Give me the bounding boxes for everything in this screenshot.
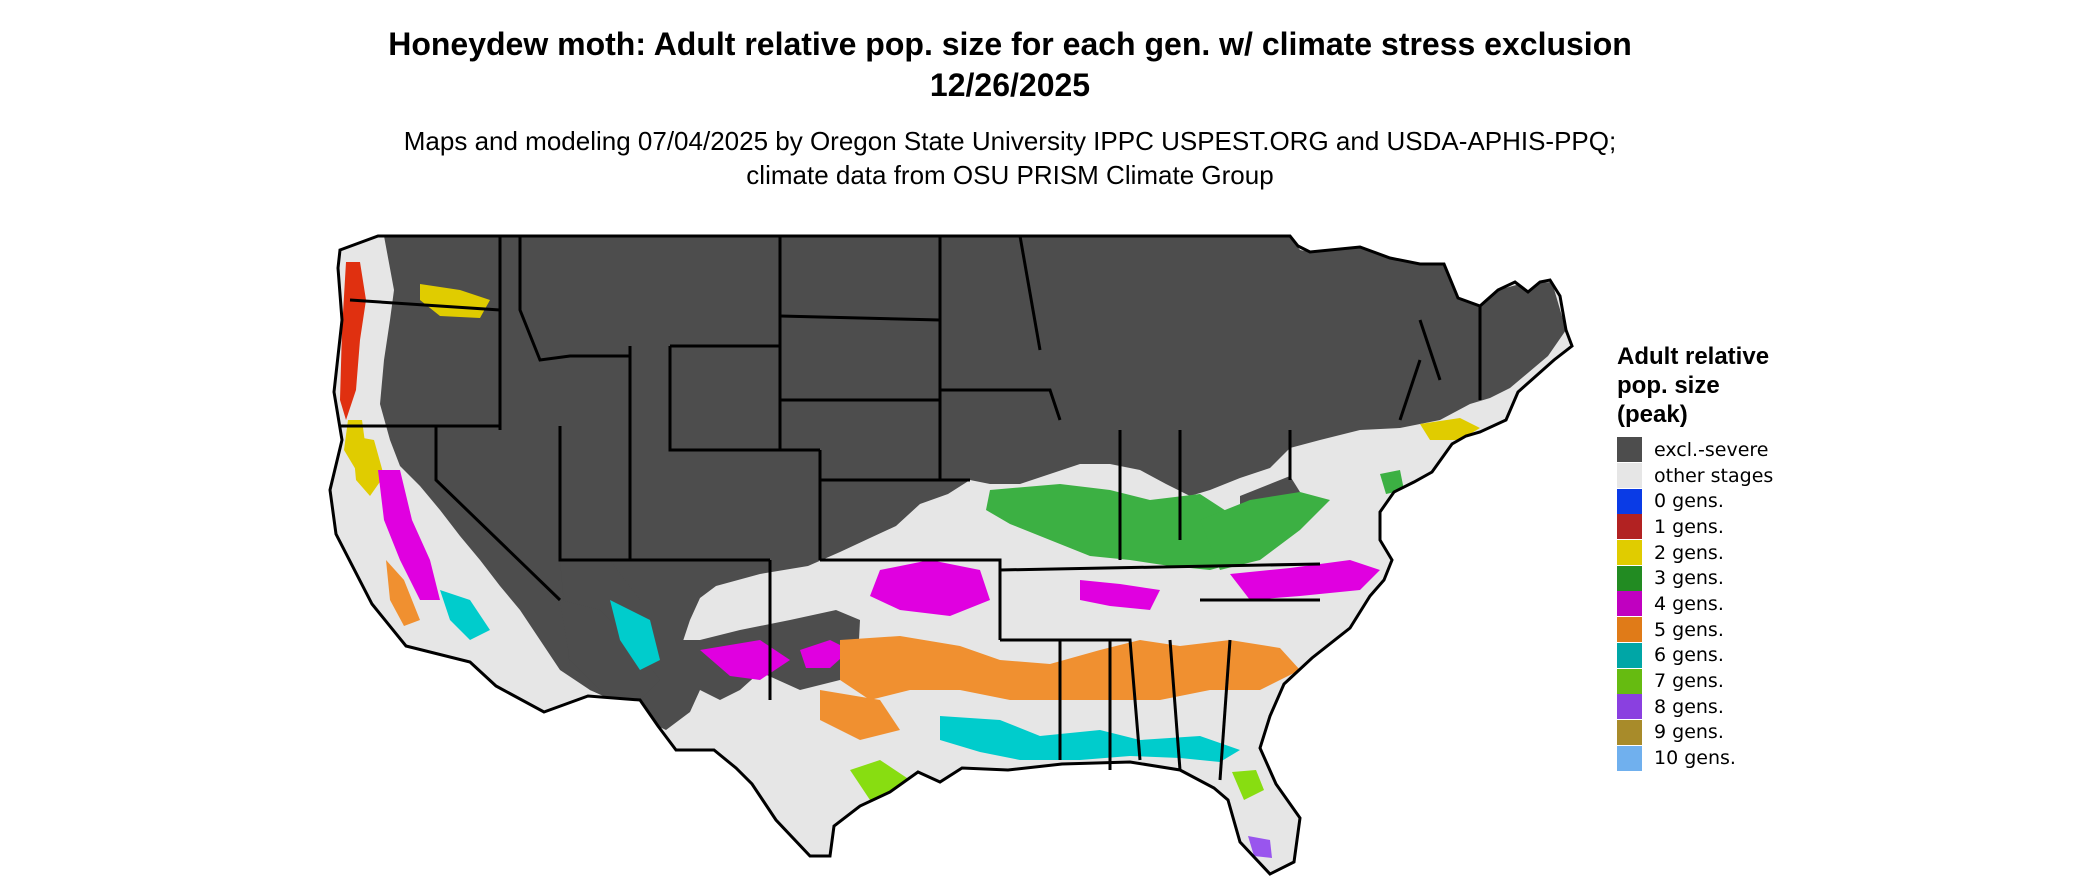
gen4-band-carolina [1230,560,1380,600]
legend-item: 5 gens. [1617,617,1797,643]
legend-label: 9 gens. [1654,721,1724,744]
gen4-southwest [700,640,790,680]
legend-swatch [1617,463,1642,489]
gen4-california [378,470,440,600]
gen5-california [386,560,420,626]
legend-label: 5 gens. [1654,618,1724,641]
gen3-northeast [1380,470,1404,494]
legend-item: 1 gens. [1617,514,1797,540]
legend-label: 4 gens. [1654,592,1724,615]
legend-swatch [1617,565,1642,591]
legend-item: 4 gens. [1617,591,1797,617]
legend-items: excl.-severe other stages 0 gens. 1 gens. 2 … [1617,437,1797,771]
legend-swatch [1617,745,1642,771]
map-subtitle: Maps and modeling 07/04/2025 by Oregon S… [403,126,1617,190]
legend-label: 8 gens. [1654,695,1724,718]
legend-item: other stages [1617,463,1797,489]
legend-label: excl.-severe [1654,438,1769,461]
gen4-band-east [1080,580,1160,610]
gen6-southwest [610,600,660,670]
gen3-mideast [1200,492,1330,570]
legend-swatch [1617,591,1642,617]
legend-title: Adult relative pop. size (peak) [1617,343,1770,428]
map-title: Honeydew moth: Adult relative pop. size … [388,26,1632,103]
legend-swatch [1617,437,1642,463]
legend-item: 10 gens. [1617,745,1797,771]
legend-label: 7 gens. [1654,670,1724,693]
legend-swatch [1617,642,1642,668]
gen8-florida [1248,836,1272,858]
legend-label: 1 gens. [1654,515,1724,538]
legend-swatch [1617,668,1642,694]
gen4-band [870,560,990,616]
legend-item: 0 gens. [1617,488,1797,514]
legend-swatch [1617,719,1642,745]
legend: Adult relative pop. size (peak) excl.-se… [1617,342,1797,771]
gen6-gulf [940,716,1240,762]
gen4-oklahoma [800,640,850,668]
legend-label: 3 gens. [1654,567,1724,590]
gen8-texas [868,800,900,836]
legend-swatch [1617,488,1642,514]
gen2-california-north [352,436,384,496]
legend-item: 8 gens. [1617,694,1797,720]
legend-label: 10 gens. [1654,747,1736,770]
legend-item: 3 gens. [1617,565,1797,591]
legend-item: excl.-severe [1617,437,1797,463]
legend-label: other stages [1654,464,1774,487]
gen7-florida [1232,770,1264,800]
legend-item: 6 gens. [1617,642,1797,669]
gen5-band [840,636,1300,700]
legend-swatch [1617,617,1642,643]
legend-swatch [1617,694,1642,720]
gen2-northeast [1420,418,1480,440]
gen6-california [440,590,490,640]
state-borders [328,234,1574,876]
gen5-texas [820,690,900,740]
legend-item: 7 gens. [1617,668,1797,694]
legend-swatch [1617,540,1642,566]
legend-item: 9 gens. [1617,719,1797,746]
excluded-north-region [380,236,1566,700]
legend-label: 6 gens. [1654,644,1724,667]
excluded-arizona-region [560,600,660,700]
legend-item: 2 gens. [1617,540,1797,566]
us-map [328,234,1574,876]
legend-label: 2 gens. [1654,541,1724,564]
legend-swatch [1617,514,1642,540]
legend-label: 0 gens. [1654,490,1724,513]
